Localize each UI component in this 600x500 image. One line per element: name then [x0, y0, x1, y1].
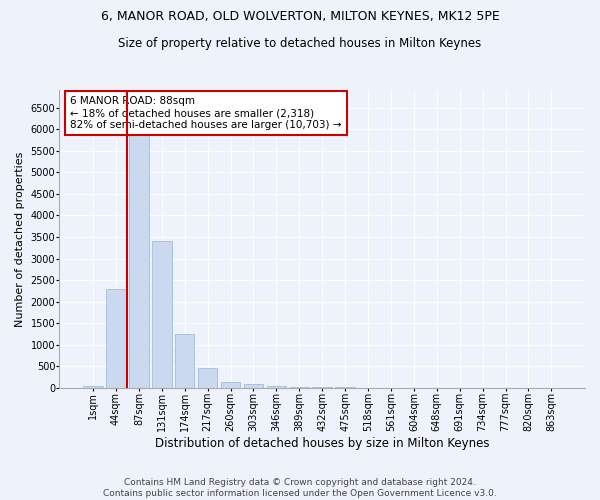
Bar: [83, 386, 103, 388]
Y-axis label: Number of detached properties: Number of detached properties: [15, 152, 25, 327]
Text: 6, MANOR ROAD, OLD WOLVERTON, MILTON KEYNES, MK12 5PE: 6, MANOR ROAD, OLD WOLVERTON, MILTON KEY…: [101, 10, 499, 23]
Bar: [152, 242, 172, 388]
Bar: [129, 110, 149, 388]
X-axis label: Distribution of detached houses by size in Milton Keynes: Distribution of detached houses by size …: [155, 437, 490, 450]
Bar: [198, 368, 217, 388]
Bar: [244, 384, 263, 388]
Bar: [221, 382, 241, 388]
Bar: [266, 386, 286, 388]
Text: Contains HM Land Registry data © Crown copyright and database right 2024.
Contai: Contains HM Land Registry data © Crown c…: [103, 478, 497, 498]
Text: Size of property relative to detached houses in Milton Keynes: Size of property relative to detached ho…: [118, 38, 482, 51]
Text: 6 MANOR ROAD: 88sqm
← 18% of detached houses are smaller (2,318)
82% of semi-det: 6 MANOR ROAD: 88sqm ← 18% of detached ho…: [70, 96, 341, 130]
Bar: [175, 334, 194, 388]
Bar: [106, 288, 126, 388]
Bar: [290, 387, 309, 388]
